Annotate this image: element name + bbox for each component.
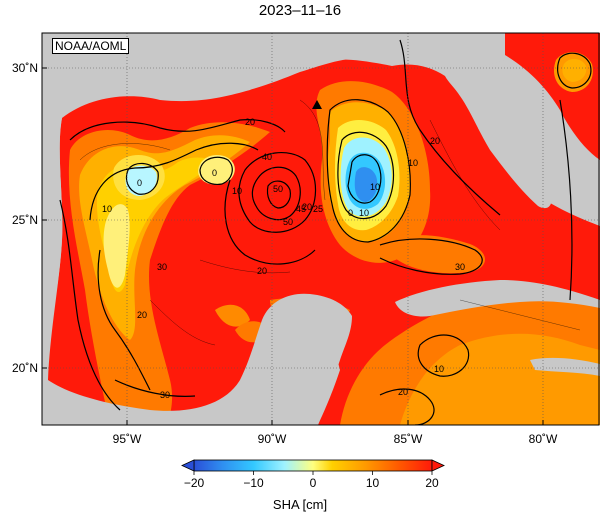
svg-text:0: 0 <box>137 178 142 188</box>
svg-text:10: 10 <box>102 204 112 214</box>
svg-text:20: 20 <box>137 310 147 320</box>
lat-label-20n: 20˚N <box>12 361 38 375</box>
svg-text:50: 50 <box>273 184 283 194</box>
colorbar-tick: 0 <box>310 476 317 490</box>
svg-text:20: 20 <box>245 117 255 127</box>
svg-text:30: 30 <box>157 262 167 272</box>
lon-label-90w: 90˚W <box>258 432 287 446</box>
map-frame <box>41 32 600 426</box>
colorbar: −20 −10 0 10 20 <box>181 459 445 490</box>
svg-text:0: 0 <box>348 208 353 218</box>
svg-text:40: 40 <box>262 152 272 162</box>
svg-text:50: 50 <box>283 217 293 227</box>
cuba <box>395 280 600 317</box>
svg-text:30: 30 <box>455 262 465 272</box>
svg-text:10: 10 <box>370 182 380 192</box>
svg-text:0: 0 <box>212 168 217 178</box>
graticule <box>42 33 600 425</box>
svg-text:30: 30 <box>160 390 170 400</box>
svg-text:10: 10 <box>434 364 444 374</box>
map-title: 2023–11–16 <box>258 2 342 19</box>
credit-label: NOAA/AOML <box>52 38 130 54</box>
buoy-marker <box>312 100 322 109</box>
florida <box>445 48 552 209</box>
svg-text:10: 10 <box>408 158 418 168</box>
svg-text:45: 45 <box>296 204 306 214</box>
svg-text:20: 20 <box>302 202 312 212</box>
colorbar-tick: 10 <box>366 476 380 490</box>
lon-label-80w: 80˚W <box>529 432 558 446</box>
lon-label-85w: 85˚W <box>394 432 423 446</box>
colorbar-tick: −20 <box>184 476 205 490</box>
colorbar-tick: 20 <box>425 476 439 490</box>
svg-text:20: 20 <box>398 387 408 397</box>
sha-contours <box>59 39 592 425</box>
lat-label-30n: 30˚N <box>12 61 38 75</box>
svg-text:10: 10 <box>232 186 242 196</box>
svg-text:10: 10 <box>359 208 369 218</box>
lat-label-25n: 25˚N <box>12 213 38 227</box>
svg-text:20: 20 <box>257 266 267 276</box>
us-gulf-coast <box>42 33 505 125</box>
contour-labels: 0 0 0 10 10 10 10 20 20 20 20 20 20 30 3… <box>102 117 465 400</box>
mexico <box>42 118 340 425</box>
colorbar-label: SHA [cm] <box>272 497 328 512</box>
colorbar-tick: −10 <box>243 476 264 490</box>
svg-text:20: 20 <box>430 136 440 146</box>
svg-text:25: 25 <box>313 204 323 214</box>
lon-label-95w: 95˚W <box>113 432 142 446</box>
